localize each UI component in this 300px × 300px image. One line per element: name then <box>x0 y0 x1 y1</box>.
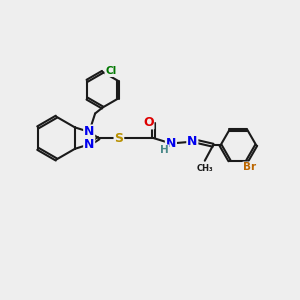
Text: H: H <box>160 145 169 155</box>
Text: Cl: Cl <box>105 66 116 76</box>
Text: N: N <box>84 125 94 138</box>
Text: O: O <box>143 116 154 129</box>
Text: CH₃: CH₃ <box>196 164 213 173</box>
Text: N: N <box>166 137 176 150</box>
Text: N: N <box>84 138 94 151</box>
Text: S: S <box>114 132 123 145</box>
Text: N: N <box>187 135 197 148</box>
Text: Br: Br <box>243 162 256 172</box>
